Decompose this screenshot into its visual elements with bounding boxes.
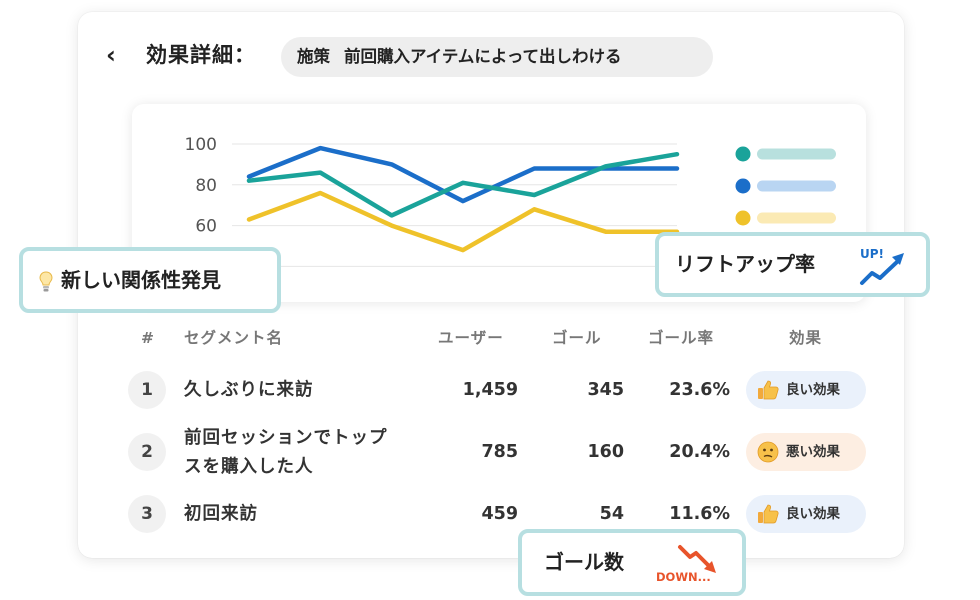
series-line-teal xyxy=(246,151,680,218)
line-chart: 100 80 60 xyxy=(185,135,836,267)
y-tick-label: 80 xyxy=(195,176,217,196)
confused-face-icon xyxy=(757,441,779,463)
users-value: 1,459 xyxy=(462,380,518,400)
effect-badge-good: 良い効果 xyxy=(746,371,866,409)
users-value: 459 xyxy=(481,504,518,524)
goal-rate-value: 23.6% xyxy=(669,380,730,400)
goals-value: 160 xyxy=(587,442,624,462)
series-line-yellow xyxy=(246,190,680,253)
callout-goal-text: ゴール数 xyxy=(544,550,624,574)
effect-badge-bad: 悪い効果 xyxy=(746,433,866,471)
effect-label: 悪い効果 xyxy=(786,444,840,460)
trend-down-icon: DOWN... xyxy=(656,545,716,584)
down-tag-text: DOWN... xyxy=(656,570,711,584)
trend-up-icon: UP! xyxy=(860,247,904,285)
callout-goal-count: ゴール数 DOWN... xyxy=(518,529,746,596)
goals-value: 54 xyxy=(599,504,624,524)
col-header-effect: 効果 xyxy=(789,329,823,347)
callout-insight-text: 新しい関係性発見 xyxy=(61,268,221,292)
legend-bar-yellow xyxy=(757,212,836,224)
measure-tag: 施策 xyxy=(297,47,330,66)
segment-name[interactable]: 久しぶりに来訪 xyxy=(184,380,314,400)
users-value: 785 xyxy=(481,442,518,462)
effect-badge-good: 良い効果 xyxy=(746,495,866,533)
goal-rate-value: 20.4% xyxy=(669,442,730,462)
page-title: 効果詳細： xyxy=(146,43,256,67)
legend-dot-teal xyxy=(735,146,751,162)
legend-dot-yellow xyxy=(735,210,751,226)
col-header-segment: セグメント名 xyxy=(184,329,284,347)
segment-name-line2[interactable]: スを購入した人 xyxy=(184,457,314,477)
col-header-users: ユーザー xyxy=(438,329,504,347)
lightbulb-icon xyxy=(39,270,53,291)
row-number-badge: 3 xyxy=(128,495,166,533)
thumbs-up-icon xyxy=(758,380,779,400)
col-header-number: # xyxy=(141,329,155,347)
legend-dot-blue xyxy=(735,178,751,194)
effect-label: 良い効果 xyxy=(786,506,840,522)
thumbs-up-icon xyxy=(758,504,779,524)
y-tick-label: 60 xyxy=(195,217,217,237)
legend-bar-blue xyxy=(757,180,836,192)
segment-name[interactable]: 前回セッションでトップ xyxy=(184,428,388,448)
back-button[interactable]: ‹ xyxy=(106,41,116,69)
goal-rate-value: 11.6% xyxy=(669,504,730,524)
callout-new-insight: 新しい関係性発見 xyxy=(19,247,281,313)
y-tick-label: 100 xyxy=(185,135,217,155)
row-number-badge: 2 xyxy=(128,433,166,471)
legend-bar-teal xyxy=(757,148,836,160)
callout-lift-rate: リフトアップ率 UP! xyxy=(655,232,930,297)
measure-name: 前回購入アイテムによって出しわける xyxy=(344,47,622,66)
row-number-badge: 1 xyxy=(128,371,166,409)
segment-name[interactable]: 初回来訪 xyxy=(184,504,258,524)
callout-lift-text: リフトアップ率 xyxy=(675,252,815,276)
col-header-goal-rate: ゴール率 xyxy=(648,329,715,347)
goals-value: 345 xyxy=(587,380,624,400)
effect-label: 良い効果 xyxy=(786,382,840,398)
up-tag-text: UP! xyxy=(860,247,884,261)
col-header-goals: ゴール xyxy=(552,329,602,347)
measure-pill: 施策 前回購入アイテムによって出しわける xyxy=(281,37,713,77)
